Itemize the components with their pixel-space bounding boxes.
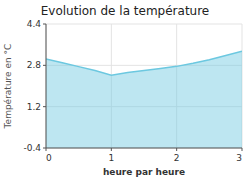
y-tick [43, 148, 46, 149]
chart: 0 1 2 3 -0.4 1.2 2.8 4.4 heure par heure Températ… [0, 0, 250, 188]
x-axis-line [46, 148, 242, 149]
x-tick-label: 0 [46, 153, 52, 163]
y-axis-line [46, 24, 47, 148]
line [46, 51, 242, 75]
y-tick [43, 106, 46, 107]
x-tick-label: 1 [108, 153, 114, 163]
x-tick-label: 2 [174, 153, 180, 163]
y-tick-label: 4.4 [27, 19, 42, 29]
plot-data [46, 51, 242, 148]
grid [46, 24, 242, 148]
y-tick [43, 24, 46, 25]
y-tick [43, 65, 46, 66]
y-axis-label: Température en °C [3, 44, 13, 130]
grid-line-y [46, 24, 242, 25]
x-tick [176, 148, 177, 151]
x-axis-label: heure par heure [103, 167, 185, 177]
x-tick [111, 148, 112, 151]
y-tick-label: 2.8 [27, 60, 42, 70]
axes: 0 1 2 3 -0.4 1.2 2.8 4.4 [23, 19, 242, 163]
x-tick-label: 3 [236, 153, 242, 163]
area [46, 51, 242, 148]
x-tick [242, 148, 243, 151]
title: Evolution de la température [41, 4, 210, 18]
grid-line-y [46, 148, 242, 149]
grid-line-x [46, 24, 47, 148]
y-tick-label: -0.4 [23, 143, 41, 153]
y-tick-label: 1.2 [27, 102, 41, 112]
